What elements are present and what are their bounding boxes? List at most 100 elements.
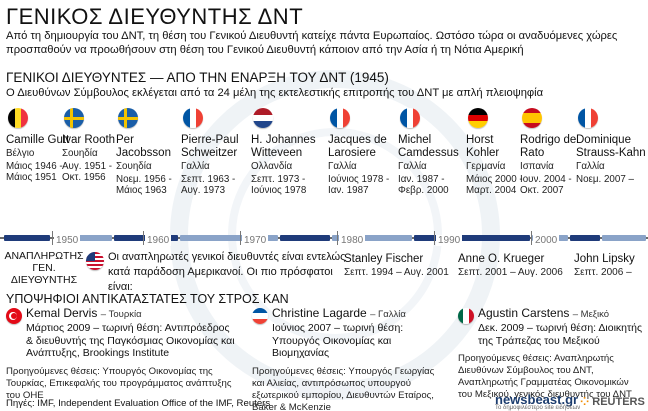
timeline-year: 1960 [145, 235, 172, 246]
page-title: ΓΕΝΙΚΟΣ ΔΙΕΥΘΥΝΤΗΣ ΔΝΤ [6, 4, 304, 29]
term-segment [180, 235, 278, 241]
timeline-tick [531, 231, 532, 245]
candidate-country: – Τουρκία [100, 309, 142, 320]
deputy-name: Anne O. Krueger [458, 253, 545, 265]
director-name: Ivar Rooth [62, 134, 116, 146]
director-country: Σουηδία [116, 161, 152, 172]
deputy-term: Σεπτ. 2001 – Αυγ. 2006 [458, 267, 563, 278]
timeline-year: 1950 [54, 235, 81, 246]
term-segment [570, 235, 600, 241]
term-segment [4, 235, 50, 241]
newsbeast-logo[interactable]: newsbeast.gr Το δημοφιλέστερο site ειδήσ… [495, 392, 580, 411]
deputy-description: Οι αναπληρωτές γενικοί διευθυντές είναι … [108, 251, 346, 293]
candidate-country: – Γαλλία [370, 309, 406, 320]
director-country: Γαλλία [181, 161, 210, 172]
director-jacobsson: Per Jacobsson Σουηδία Νοεμ. 1956 - Μάιος… [116, 108, 186, 197]
candidate-name: Agustin Carstens [478, 306, 570, 320]
director-name: Camille Gutt [6, 134, 70, 146]
director-term: Μάιος 1946 - Μάιος 1951 [6, 160, 63, 184]
candidate-name: Christine Lagarde [272, 306, 367, 320]
france-flag-icon [252, 308, 268, 324]
director-name: H. Johannes Witteveen [251, 134, 316, 159]
candidate-previous: Προηγούμενες θέσεις: Υπουργός Οικονομίας… [6, 365, 232, 401]
director-term: Μάιος 2000 - Μαρτ. 2004 [466, 173, 523, 197]
director-country: Ισπανία [520, 161, 554, 172]
deputy-term: Σεπτ. 1994 – Αυγ. 2001 [344, 267, 449, 278]
director-country: Γαλλία [398, 161, 427, 172]
director-gutt: Camille Gutt Βέλγιο Μάιος 1946 - Μάιος 1… [6, 108, 76, 184]
director-larosiere: Jacques de Larosiere Γαλλία Ιούνιος 1978… [328, 108, 398, 197]
spain-flag-icon [522, 108, 542, 128]
belgium-flag-icon [8, 108, 28, 128]
timeline-tick [52, 231, 53, 245]
directors-heading: ΓΕΝΙΚΟΙ ΔΙΕΥΘΥΝΤΕΣ — ΑΠΟ ΤΗΝ ΕΝΑΡΞΗ ΤΟΥ … [6, 70, 389, 85]
germany-flag-icon [468, 108, 488, 128]
deputy-label: ΑΝΑΠΛΗΡΩΤΗΣ ΓΕΝ. ΔΙΕΥΘΥΝΤΗΣ [4, 250, 84, 286]
director-term: Ιούνιος 1978 - Ιαν. 1987 [328, 173, 390, 197]
candidate-carstens: Agustin Carstens – Μεξικό Δεκ. 2009 – τω… [458, 306, 644, 401]
director-country: Γερμανία [466, 161, 506, 172]
timeline-year: 2000 [533, 235, 560, 246]
timeline-year: 1980 [339, 235, 366, 246]
france-flag-icon [400, 108, 420, 128]
brand-name: newsbeast.gr [495, 392, 579, 407]
reuters-dots-icon: ⁘ [580, 396, 593, 408]
timeline-tick [143, 231, 144, 245]
candidate-role: Μάρτιος 2009 – τωρινή θέση: Αντιπρόεδρος… [26, 322, 235, 359]
candidate-previous: Προηγούμενες θέσεις: Αναπληρωτής Διευθύν… [458, 353, 632, 400]
reuters-label: REUTERS [592, 396, 645, 408]
candidate-name-line: Christine Lagarde – Γαλλία [272, 306, 448, 322]
directors-subheading: Ο Διευθύνων Σύμβουλος εκλέγεται από τα 2… [6, 87, 544, 99]
director-country: Γαλλία [328, 161, 357, 172]
netherlands-flag-icon [253, 108, 273, 128]
director-schweitzer: Pierre-Paul Schweitzer Γαλλία Σεπτ. 1963… [181, 108, 251, 197]
director-term: Αυγ. 1951 - Οκτ. 1956 [62, 160, 113, 184]
director-kohler: Horst Kohler Γερμανία Μάιος 2000 - Μαρτ.… [466, 108, 524, 197]
deputy-term: Σεπτ. 2006 – [574, 267, 632, 278]
reuters-logo: ⁘ REUTERS [580, 395, 645, 408]
deputy-krueger: Anne O. Krueger Σεπτ. 2001 – Αυγ. 2006 [458, 252, 563, 279]
timeline-tick [337, 231, 338, 245]
turkey-flag-icon [6, 308, 22, 324]
france-flag-icon [183, 108, 203, 128]
director-name: Jacques de Larosiere [328, 134, 387, 159]
sweden-flag-icon [64, 108, 84, 128]
director-witteveen: H. Johannes Witteveen Ολλανδία Σεπτ. 197… [251, 108, 331, 197]
director-name: Dominique Strauss-Kahn [576, 134, 646, 159]
deputy-name: Stanley Fischer [344, 253, 424, 265]
director-country: Βέλγιο [6, 148, 35, 159]
timeline-year: 1970 [242, 235, 269, 246]
term-segment [602, 235, 646, 241]
director-camdessus: Michel Camdessus Γαλλία Ιαν. 1987 - Φεβρ… [398, 108, 468, 197]
brand-tagline: Το δημοφιλέστερο site ειδήσεων [495, 405, 581, 411]
candidates-heading: ΥΠΟΨΗΦΙΟΙ ΑΝΤΙΚΑΤΑΣΤΑΤΕΣ ΤΟΥ ΣΤΡΟΣ ΚΑΝ [6, 292, 289, 306]
director-name: Pierre-Paul Schweitzer [181, 134, 239, 159]
candidate-name-line: Agustin Carstens – Μεξικό [478, 306, 644, 322]
timeline-year: 1990 [436, 235, 463, 246]
candidate-name-line: Kemal Dervis – Τουρκία [26, 306, 238, 322]
timeline-tick [434, 231, 435, 245]
term-segment [332, 235, 412, 241]
sweden-flag-icon [118, 108, 138, 128]
director-name: Michel Camdessus [398, 134, 459, 159]
france-flag-icon [330, 108, 350, 128]
candidate-role: Δεκ. 2009 – τωρινή θέση: Διοικητής της Τ… [478, 322, 643, 347]
director-term: Ιουν. 2004 - Οκτ. 2007 [520, 173, 572, 197]
sources-note: Πηγές: IMF, Independent Evaluation Offic… [6, 398, 271, 409]
intro-text: Από τη δημιουργία του ΔΝΤ, τη θέση του Γ… [6, 30, 618, 56]
director-country: Ολλανδία [251, 161, 293, 172]
director-rooth: Ivar Rooth Σουηδία Αυγ. 1951 - Οκτ. 1956 [62, 108, 132, 184]
director-term: Ιαν. 1987 - Φεβρ. 2000 [398, 173, 449, 197]
director-country: Σουηδία [62, 148, 98, 159]
mexico-flag-icon [458, 308, 474, 324]
term-segment [280, 235, 330, 241]
director-term: Σεπτ. 1973 - Ιούνιος 1978 [251, 173, 307, 197]
usa-flag-icon [86, 252, 104, 270]
director-country: Γαλλία [576, 161, 605, 172]
director-term: Νοεμ. 2007 – [576, 173, 634, 185]
director-term: Σεπτ. 1963 - Αυγ. 1973 [181, 173, 236, 197]
candidate-country: – Μεξικό [572, 309, 610, 320]
director-term: Νοεμ. 1956 - Μάιος 1963 [116, 173, 172, 197]
timeline-tick [240, 231, 241, 245]
director-de-rato: Rodrigo de Rato Ισπανία Ιουν. 2004 - Οκτ… [520, 108, 578, 197]
